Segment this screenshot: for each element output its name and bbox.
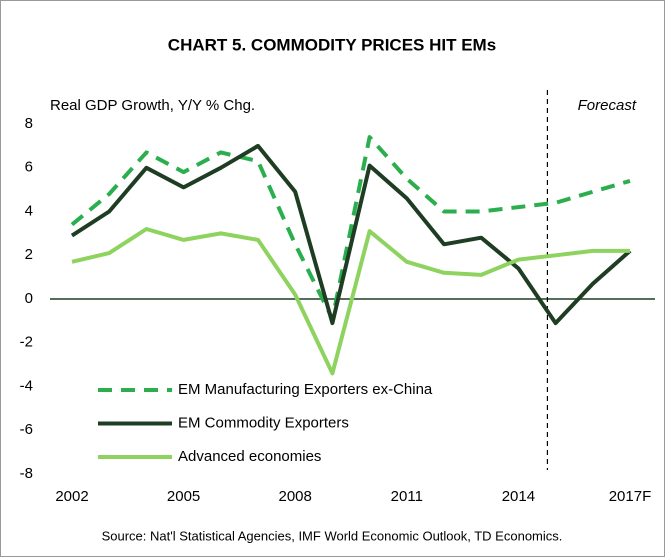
x-tick-label: 2005	[167, 488, 200, 505]
source: Source: Nat'l Statistical Agencies, IMF …	[102, 528, 563, 543]
y-tick-label: 4	[25, 202, 33, 219]
annotation: Forecast	[578, 97, 637, 114]
x-tick-label: 2017F	[609, 488, 652, 505]
legend-label: EM Commodity Exporters	[178, 414, 349, 431]
legend-label: Advanced economies	[178, 448, 321, 465]
chart-title: CHART 5. COMMODITY PRICES HIT EMs	[168, 35, 496, 54]
x-tick-label: 2011	[391, 488, 423, 505]
series-line	[70, 135, 631, 321]
y-tick-label: 6	[25, 159, 33, 176]
y-tick-label: 0	[25, 290, 33, 307]
y-tick-label: 8	[25, 115, 33, 132]
series-line	[70, 143, 632, 326]
y-tick-label: -2	[20, 334, 33, 351]
legend-label: EM Manufacturing Exporters ex-China	[178, 381, 433, 398]
x-tick-label: 2014	[502, 488, 535, 505]
y-tick-label: -4	[20, 377, 33, 394]
y-tick-label: -8	[20, 465, 33, 482]
series-line	[71, 227, 630, 376]
x-tick-label: 2008	[279, 488, 312, 505]
y-axis-label: Real GDP Growth, Y/Y % Chg.	[50, 97, 255, 114]
y-tick-label: -6	[20, 421, 33, 438]
x-tick-label: 2002	[55, 488, 88, 505]
y-tick-label: 2	[25, 246, 33, 263]
